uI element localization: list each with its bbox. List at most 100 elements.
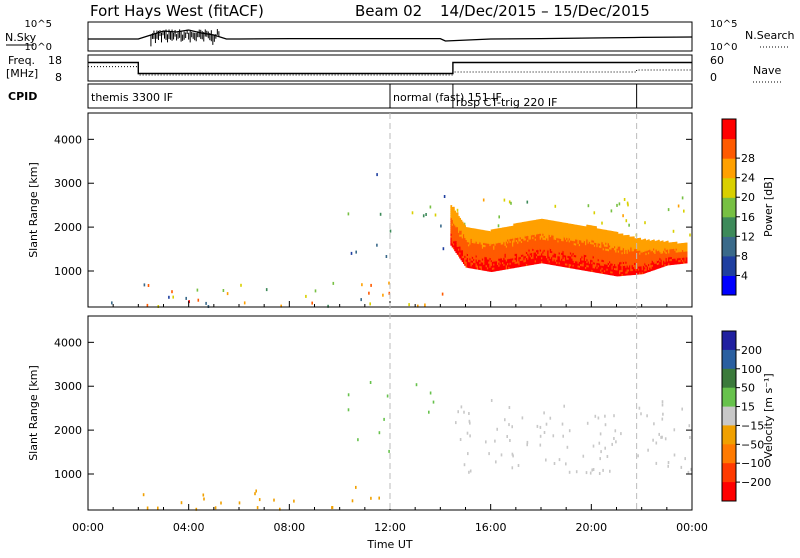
range-cell bbox=[597, 242, 600, 246]
range-cell bbox=[500, 237, 503, 241]
range-cell bbox=[616, 271, 619, 275]
range-cell bbox=[577, 235, 580, 238]
range-cell bbox=[590, 264, 592, 268]
range-cell bbox=[640, 245, 643, 249]
range-cell bbox=[527, 250, 529, 254]
range-cell bbox=[586, 240, 589, 244]
range-cell bbox=[588, 250, 591, 254]
range-cell bbox=[572, 230, 575, 234]
range-cell bbox=[481, 233, 484, 237]
range-cell bbox=[466, 255, 469, 258]
range-cell bbox=[625, 270, 628, 274]
range-cell bbox=[600, 260, 602, 264]
range-cell bbox=[677, 204, 680, 208]
range-cell bbox=[484, 250, 487, 254]
colorbar-swatch bbox=[722, 119, 736, 140]
range-cell bbox=[552, 250, 555, 254]
range-cell bbox=[580, 259, 582, 263]
range-cell bbox=[610, 244, 612, 248]
range-cell bbox=[474, 264, 477, 268]
range-cell bbox=[567, 245, 570, 249]
range-cell bbox=[558, 235, 561, 239]
range-cell bbox=[539, 226, 542, 230]
range-cell bbox=[544, 237, 547, 241]
range-cell bbox=[483, 242, 485, 245]
range-cell bbox=[601, 268, 604, 272]
range-cell bbox=[539, 260, 542, 264]
range-cell bbox=[478, 264, 480, 268]
range-cell bbox=[650, 258, 653, 262]
range-cell bbox=[593, 239, 596, 243]
range-cell bbox=[537, 239, 539, 243]
velocity-pixels bbox=[142, 381, 692, 511]
range-cell bbox=[619, 247, 621, 251]
range-cell bbox=[553, 252, 556, 256]
range-cell bbox=[484, 246, 487, 250]
range-cell bbox=[503, 255, 506, 258]
freq-ylabel-unit: [MHz] bbox=[6, 67, 38, 80]
range-cell bbox=[537, 223, 539, 227]
range-cell bbox=[556, 256, 558, 260]
range-cell bbox=[562, 224, 565, 228]
range-cell bbox=[582, 265, 585, 269]
range-cell bbox=[500, 257, 503, 261]
range-cell bbox=[520, 253, 523, 257]
range-cell bbox=[588, 256, 591, 260]
range-cell bbox=[581, 225, 584, 229]
range-cell bbox=[476, 235, 479, 238]
range-cell bbox=[507, 246, 509, 250]
range-cell bbox=[563, 234, 566, 238]
range-cell bbox=[607, 236, 610, 240]
range-cell bbox=[474, 236, 477, 240]
range-cell bbox=[489, 262, 492, 266]
range-cell bbox=[450, 242, 453, 246]
range-cell bbox=[547, 255, 550, 259]
range-cell bbox=[591, 229, 594, 233]
range-cell bbox=[536, 239, 538, 243]
range-cell bbox=[563, 252, 566, 256]
range-cell bbox=[661, 248, 664, 252]
range-cell bbox=[588, 246, 591, 250]
range-cell bbox=[583, 263, 586, 267]
range-cell bbox=[663, 253, 665, 257]
range-cell bbox=[517, 242, 519, 246]
range-cell bbox=[558, 239, 561, 243]
range-cell bbox=[553, 262, 556, 266]
range-cell bbox=[520, 242, 523, 245]
range-cell bbox=[626, 238, 629, 242]
range-cell bbox=[546, 251, 548, 255]
range-cell bbox=[541, 242, 543, 246]
range-cell bbox=[591, 259, 594, 263]
range-cell bbox=[604, 423, 607, 427]
range-cell bbox=[473, 240, 475, 244]
range-cell bbox=[489, 260, 492, 264]
range-cell bbox=[481, 239, 484, 243]
range-cell bbox=[533, 255, 536, 259]
range-cell bbox=[536, 227, 538, 231]
range-cell bbox=[596, 228, 599, 232]
range-cell bbox=[544, 219, 547, 223]
range-cell bbox=[660, 262, 663, 266]
range-cell bbox=[620, 253, 623, 257]
range-cell bbox=[596, 230, 599, 234]
range-cell bbox=[660, 244, 663, 248]
range-cell bbox=[528, 238, 531, 242]
range-cell bbox=[572, 253, 575, 257]
range-cell bbox=[546, 237, 548, 241]
range-cell bbox=[611, 238, 614, 242]
range-cell bbox=[471, 242, 474, 245]
range-cell bbox=[585, 260, 587, 263]
range-cell bbox=[517, 254, 519, 258]
range-cell bbox=[562, 244, 565, 248]
range-cell bbox=[583, 267, 586, 271]
range-cell bbox=[639, 261, 641, 265]
range-cell bbox=[491, 268, 494, 272]
range-cell bbox=[527, 244, 529, 248]
range-cell bbox=[661, 252, 664, 256]
range-cell bbox=[484, 262, 487, 265]
range-cell bbox=[508, 228, 511, 232]
range-cell bbox=[679, 249, 682, 253]
range-cell bbox=[490, 261, 493, 265]
range-cell bbox=[586, 226, 589, 230]
range-cell bbox=[591, 253, 594, 257]
